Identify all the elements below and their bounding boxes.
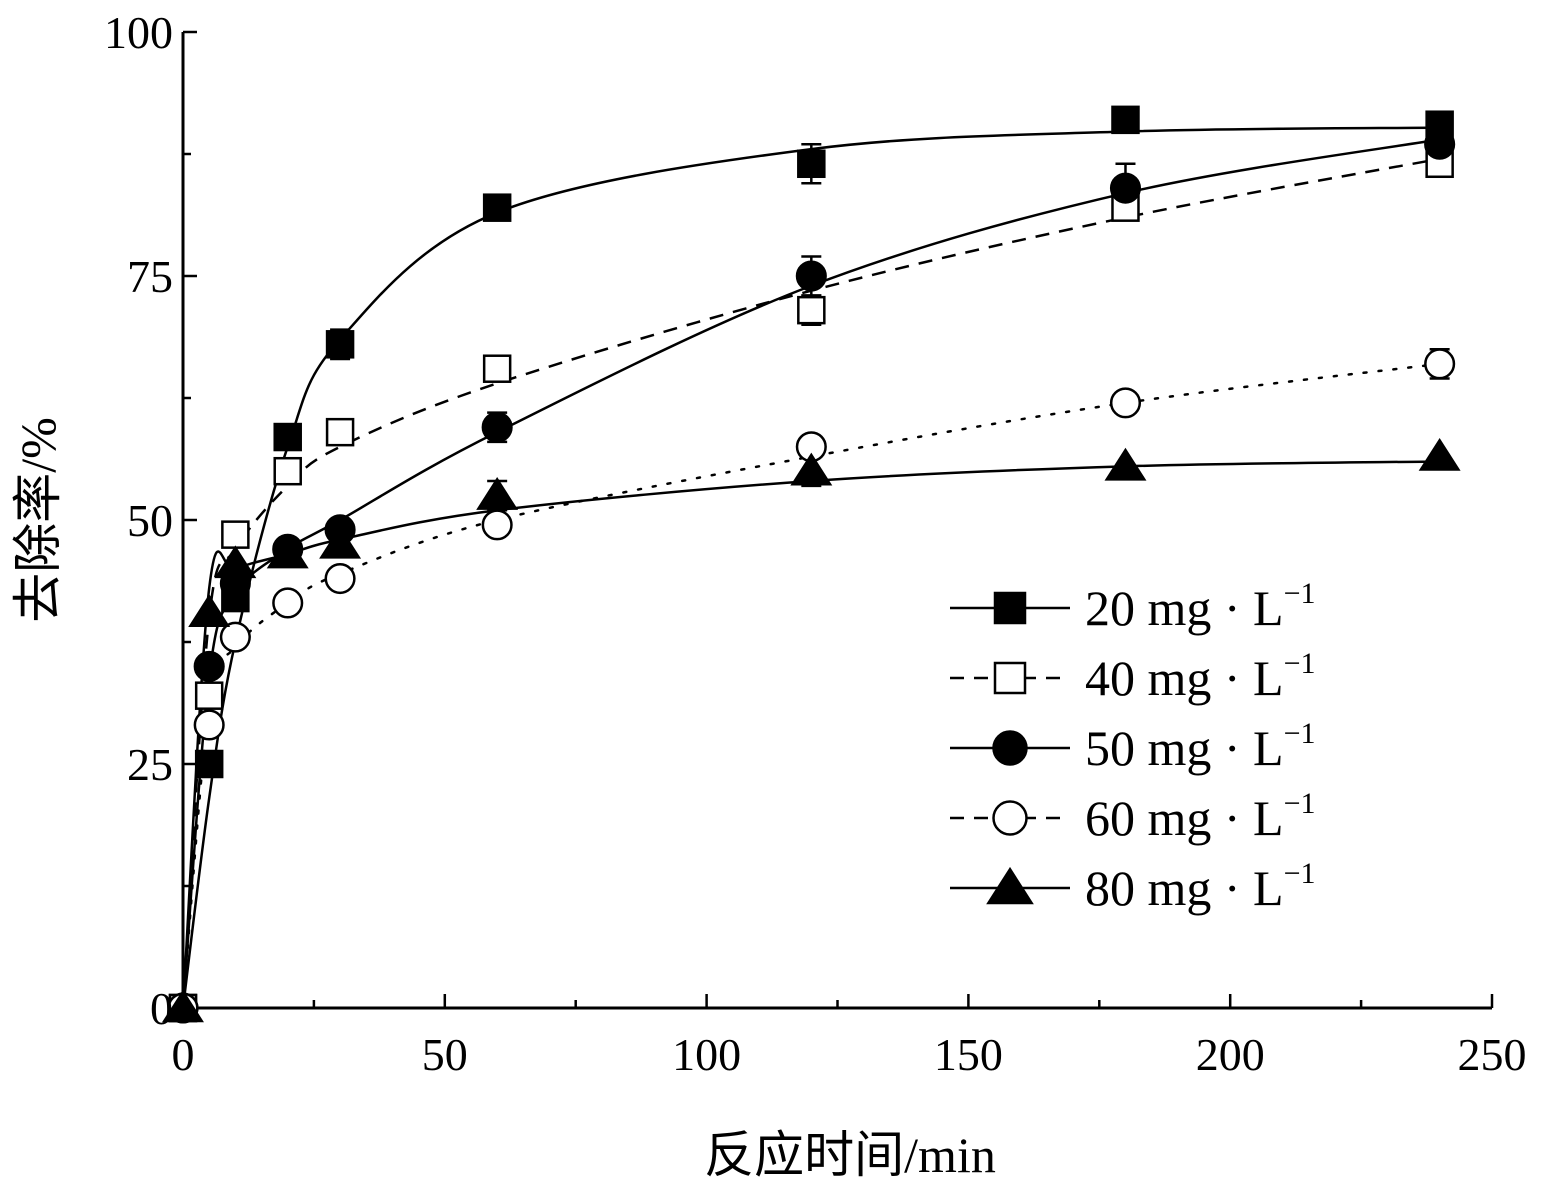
y-tick-label: 75 bbox=[127, 251, 173, 302]
tick-labels: 0 25 50 75 100 0 50 100 150 200 250 bbox=[104, 7, 1527, 1080]
data-point bbox=[193, 650, 225, 682]
legend-label-superscript: −1 bbox=[1284, 717, 1316, 750]
data-point bbox=[266, 535, 309, 569]
legend-marker bbox=[993, 661, 1027, 695]
data-point bbox=[324, 563, 356, 595]
x-axis-title: 反应时间/min bbox=[704, 1127, 996, 1183]
data-point bbox=[795, 260, 827, 292]
legend-marker bbox=[986, 866, 1034, 905]
legend-label: 20 mg · L−1 bbox=[1085, 577, 1316, 636]
data-point bbox=[272, 587, 304, 619]
legend-item: 80 mg · L−1 bbox=[950, 857, 1316, 916]
data-point bbox=[797, 295, 826, 325]
x-tick-label: 50 bbox=[422, 1029, 468, 1080]
x-tick-label: 200 bbox=[1196, 1029, 1265, 1080]
data-point bbox=[273, 456, 302, 486]
data-point bbox=[219, 621, 251, 653]
data-point bbox=[481, 509, 513, 541]
y-tick-label: 0 bbox=[150, 983, 173, 1034]
data-point bbox=[1109, 172, 1142, 204]
legend-item: 20 mg · L−1 bbox=[950, 577, 1316, 636]
legend-label-superscript: −1 bbox=[1284, 787, 1316, 820]
x-tick-label: 100 bbox=[672, 1029, 741, 1080]
legend-marker bbox=[993, 591, 1027, 625]
data-point bbox=[194, 681, 224, 710]
x-tick-label: 250 bbox=[1458, 1029, 1527, 1080]
legend-label-main: 20 mg · L bbox=[1085, 580, 1284, 636]
data-point bbox=[482, 354, 512, 383]
legend-item: 40 mg · L−1 bbox=[950, 647, 1316, 706]
legend-label: 80 mg · L−1 bbox=[1085, 857, 1316, 916]
data-point bbox=[194, 749, 224, 779]
y-tick-label: 25 bbox=[127, 739, 173, 790]
legend-label-superscript: −1 bbox=[1284, 647, 1316, 680]
data-point bbox=[214, 545, 257, 579]
data-point bbox=[481, 411, 513, 443]
y-tick-label: 100 bbox=[104, 7, 173, 58]
data-point bbox=[1104, 447, 1147, 481]
legend-label: 40 mg · L−1 bbox=[1085, 647, 1316, 706]
legend-marker bbox=[992, 800, 1028, 836]
data-point bbox=[476, 477, 519, 510]
data-point bbox=[325, 417, 355, 447]
data-point bbox=[1111, 105, 1140, 135]
data-point bbox=[325, 330, 355, 359]
data-point bbox=[1424, 128, 1456, 160]
data-point bbox=[482, 193, 512, 222]
series-line bbox=[181, 460, 1440, 1009]
legend: 20 mg · L−140 mg · L−150 mg · L−160 mg ·… bbox=[950, 577, 1316, 916]
data-point bbox=[1424, 348, 1456, 380]
x-tick-label: 0 bbox=[172, 1029, 195, 1080]
y-axis-title: 去除率/% bbox=[10, 417, 66, 623]
data-point bbox=[162, 989, 204, 1023]
data-point bbox=[221, 520, 250, 549]
y-tick-label: 50 bbox=[127, 495, 173, 546]
data-point bbox=[193, 709, 225, 741]
legend-label: 50 mg · L−1 bbox=[1085, 717, 1316, 776]
legend-label-superscript: −1 bbox=[1284, 857, 1316, 890]
data-point bbox=[319, 525, 362, 559]
legend-label-main: 60 mg · L bbox=[1085, 790, 1284, 846]
data-point bbox=[188, 594, 231, 627]
data-markers bbox=[162, 105, 1461, 1024]
legend-label-main: 80 mg · L bbox=[1085, 860, 1284, 916]
data-point bbox=[1418, 437, 1461, 471]
legend-label-superscript: −1 bbox=[1284, 577, 1316, 610]
data-point bbox=[790, 452, 833, 486]
legend-label: 60 mg · L−1 bbox=[1085, 787, 1316, 846]
data-point bbox=[797, 149, 826, 179]
legend-label-main: 40 mg · L bbox=[1085, 650, 1284, 706]
data-point bbox=[273, 422, 302, 452]
legend-item: 60 mg · L−1 bbox=[950, 787, 1316, 846]
legend-marker bbox=[992, 730, 1028, 766]
data-point bbox=[1109, 387, 1142, 419]
legend-label-main: 50 mg · L bbox=[1085, 720, 1284, 776]
legend-item: 50 mg · L−1 bbox=[950, 717, 1316, 776]
x-tick-label: 150 bbox=[934, 1029, 1003, 1080]
